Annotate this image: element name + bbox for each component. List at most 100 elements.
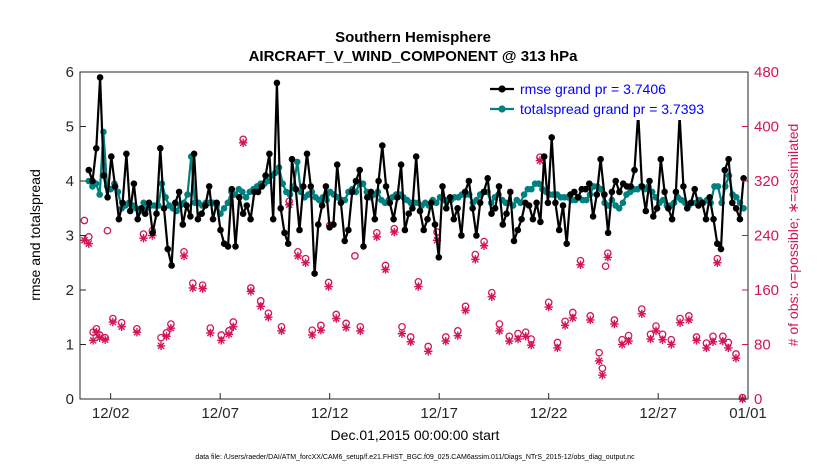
obs-assimilated-point xyxy=(80,236,89,245)
rmse-point xyxy=(563,240,570,247)
x-axis-label: Dec.01,2015 00:00:00 start xyxy=(331,427,500,443)
rmse-point xyxy=(364,194,371,201)
obs-asterisk-stroke xyxy=(390,228,398,236)
obs-asterisk-stroke xyxy=(610,320,618,328)
y2-tick-label: 320 xyxy=(754,173,779,190)
rmse-point xyxy=(638,183,646,190)
rmse-point xyxy=(371,215,379,223)
obs-asterisk-stroke xyxy=(732,354,740,362)
y-tick-label: 6 xyxy=(66,64,74,81)
rmse-point xyxy=(646,177,653,185)
rmse-point xyxy=(89,177,96,185)
rmse-point xyxy=(736,215,744,223)
obs-asterisk-stroke xyxy=(206,329,214,337)
rmse-point xyxy=(341,237,349,245)
rmse-point xyxy=(450,215,458,223)
rmse-point xyxy=(277,205,285,212)
obs-assimilated-point xyxy=(277,326,286,336)
rmse-point xyxy=(352,177,360,185)
obs-asterisk-stroke xyxy=(414,283,422,291)
obs-assimilated-point xyxy=(461,306,470,315)
obs-asterisk-stroke xyxy=(638,310,646,318)
rmse-point xyxy=(247,215,254,223)
obs-assimilated-point xyxy=(646,334,655,344)
obs-asterisk-stroke xyxy=(199,285,207,293)
obs-asterisk-stroke xyxy=(461,306,469,314)
rmse-point xyxy=(612,177,619,185)
rmse-point xyxy=(202,202,209,209)
spread-point xyxy=(619,199,627,207)
obs-assimilated-point xyxy=(637,309,646,319)
rmse-point xyxy=(732,205,740,212)
y2-tick-label: 240 xyxy=(754,228,779,245)
rmse-point xyxy=(706,194,713,201)
rmse-point xyxy=(714,240,721,247)
obs-assimilated-point xyxy=(658,335,667,344)
rmse-point xyxy=(589,213,597,220)
obs-asterisk-stroke xyxy=(257,302,265,310)
obs-asterisk-stroke xyxy=(598,371,606,379)
obs-assimilated-point xyxy=(598,370,607,380)
legend-box xyxy=(484,76,742,120)
spread-point xyxy=(528,185,535,193)
obs-asterisk-stroke xyxy=(702,344,710,352)
obs-assimilated-point xyxy=(372,232,381,242)
spread-point xyxy=(294,158,301,166)
rmse-point xyxy=(416,207,424,215)
obs-asterisk-stroke xyxy=(118,323,126,331)
obs-assimilated-point xyxy=(246,287,256,296)
rmse-point xyxy=(149,229,156,237)
spread-point xyxy=(433,199,440,207)
rmse-point xyxy=(198,210,205,217)
obs-asterisk-stroke xyxy=(586,316,594,324)
obs-assimilated-point xyxy=(453,331,463,340)
rmse-point xyxy=(292,185,300,193)
rmse-point xyxy=(514,226,522,234)
rmse-point xyxy=(642,207,650,215)
obs-asterisk-stroke xyxy=(96,334,104,342)
rmse-point xyxy=(345,226,352,234)
rmse-point xyxy=(668,215,676,223)
legend-rmse-marker xyxy=(498,85,506,93)
y2-tick-label: 160 xyxy=(754,282,779,299)
obs-asterisk-stroke xyxy=(495,327,503,335)
obs-assimilated-point xyxy=(424,347,433,356)
x-tick-label: 12/12 xyxy=(311,405,349,422)
rmse-point xyxy=(465,177,473,185)
rmse-point xyxy=(507,188,514,196)
legend-rmse-label: rmse grand pr = 3.7406 xyxy=(520,81,666,97)
rmse-point xyxy=(172,199,179,207)
obs-assimilated-point xyxy=(390,227,399,237)
rmse-point xyxy=(540,153,548,160)
obs-assimilated-point xyxy=(414,282,423,291)
legend: rmse grand pr = 3.7406 totalspread grand… xyxy=(484,76,742,120)
rmse-point xyxy=(205,183,213,190)
legend-spread-marker xyxy=(498,105,506,113)
rmse-point xyxy=(394,194,401,201)
y-tick-label: 5 xyxy=(66,119,74,136)
rmse-point xyxy=(454,205,461,212)
rmse-point xyxy=(446,194,454,201)
rmse-point xyxy=(119,199,126,207)
rmse-point xyxy=(698,199,706,207)
rmse-point xyxy=(175,188,183,196)
obs-possible-point xyxy=(595,348,603,357)
rmse-point xyxy=(469,205,476,212)
obs-asterisk-stroke xyxy=(308,331,316,339)
rmse-point xyxy=(601,191,608,198)
obs-possible-point xyxy=(80,216,89,225)
rmse-point xyxy=(179,221,187,228)
rmse-point xyxy=(160,205,168,212)
obs-asterisk-stroke xyxy=(618,340,626,349)
rmse-point xyxy=(288,155,296,163)
rmse-point xyxy=(337,199,345,207)
obs-asterisk-stroke xyxy=(480,242,488,250)
rmse-point xyxy=(138,205,145,212)
obs-assimilated-point xyxy=(471,255,480,264)
rmse-point xyxy=(300,183,307,190)
obs-assimilated-point xyxy=(505,336,514,346)
rmse-point xyxy=(461,188,469,196)
obs-assimilated-point xyxy=(495,326,504,336)
rmse-point xyxy=(183,202,190,209)
obs-assimilated-point xyxy=(692,336,701,345)
